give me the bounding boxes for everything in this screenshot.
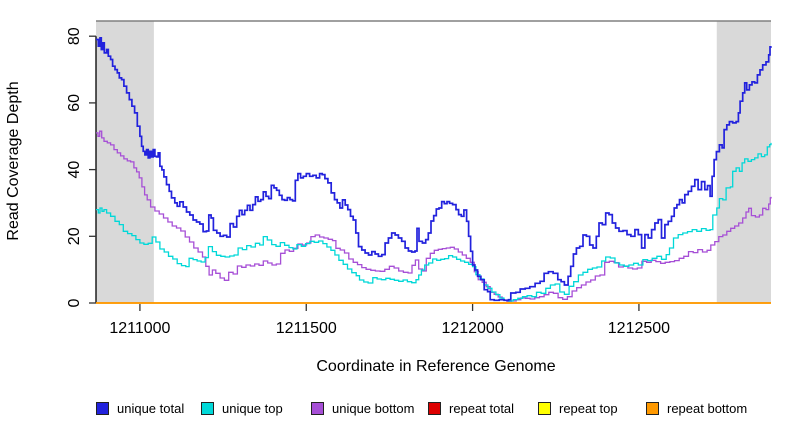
x-tick-label: 1211000 — [109, 320, 170, 337]
legend-swatch-icon — [96, 402, 109, 415]
legend-label: repeat top — [559, 401, 618, 416]
legend-label: unique bottom — [332, 401, 415, 416]
left-shaded-region — [96, 21, 154, 304]
y-tick-label: 60 — [66, 94, 83, 112]
y-axis-title: Read Coverage Depth — [5, 81, 22, 241]
legend-label: unique top — [222, 401, 283, 416]
y-tick-label: 0 — [66, 298, 83, 307]
legend-swatch-icon — [428, 402, 441, 415]
legend-item-unique-top: unique top — [201, 401, 283, 416]
x-tick-label: 1212000 — [441, 320, 503, 337]
legend-item-unique-total: unique total — [96, 401, 184, 416]
x-tick-label: 1212500 — [608, 320, 670, 337]
x-axis-title: Coordinate in Reference Genome — [316, 358, 556, 375]
y-tick-label: 80 — [66, 27, 83, 45]
legend-item-repeat-bottom: repeat bottom — [646, 401, 747, 416]
x-tick-label: 1211500 — [276, 320, 337, 337]
legend-item-unique-bottom: unique bottom — [311, 401, 414, 416]
legend-swatch-icon — [201, 402, 214, 415]
series-line-unique-top — [96, 142, 772, 302]
legend-item-repeat-total: repeat total — [428, 401, 514, 416]
y-tick-label: 20 — [66, 227, 83, 245]
legend-swatch-icon — [646, 402, 659, 415]
legend-label: repeat bottom — [667, 401, 748, 416]
legend-item-repeat-top: repeat top — [538, 401, 618, 416]
series-line-unique-bottom — [96, 130, 772, 302]
y-tick-label: 40 — [66, 161, 83, 179]
legend-label: unique total — [117, 401, 185, 416]
legend-swatch-icon — [311, 402, 324, 415]
series-line-unique-total — [96, 37, 772, 302]
legend-label: repeat total — [449, 401, 515, 416]
legend-swatch-icon — [538, 402, 551, 415]
